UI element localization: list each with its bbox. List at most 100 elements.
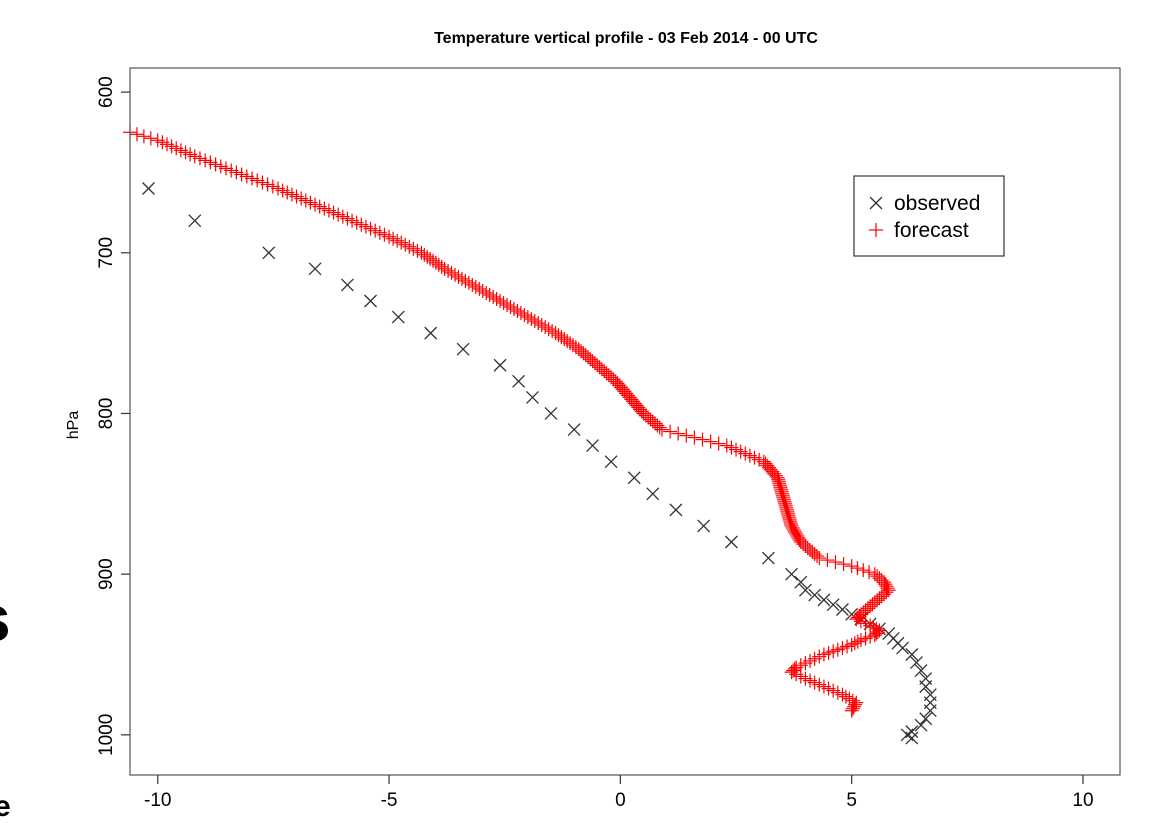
forecast-point [767,466,782,481]
forecast-point [565,338,580,353]
legend-observed-marker [869,196,883,210]
forecast-point [850,561,865,576]
observed-point [826,598,840,612]
observed-point [724,535,738,549]
legend-box [853,175,1005,257]
forecast-point [847,636,862,651]
forecast-point [828,555,843,570]
observed-point [919,712,933,726]
observed-point [493,358,507,372]
forecast-point [849,695,864,710]
forecast-point [441,263,456,278]
forecast-point [877,575,892,590]
chart-title: Temperature vertical profile - 03 Feb 20… [434,30,818,47]
plot-frame [129,67,1121,776]
forecast-point [551,328,566,343]
observed-point [646,487,660,501]
observed-point [909,656,923,669]
forecast-point [500,298,515,313]
forecast-point [634,404,649,419]
cropped-edge-glyph-left: s [0,585,11,651]
forecast-point [447,267,462,282]
forecast-point [846,699,861,714]
observed-point [919,680,933,694]
forecast-point [527,314,542,329]
forecast-point [410,243,425,258]
forecast-point [538,320,553,335]
forecast-point [398,237,413,252]
forecast-point [136,129,151,144]
forecast-point [431,257,446,272]
observed-point [364,294,378,308]
forecast-point [390,233,405,248]
observed-point [308,262,322,276]
forecast-point [869,626,884,641]
forecast-point [517,308,532,323]
forecast-point [835,687,850,702]
forecast-point [486,289,501,304]
forecast-point [489,291,504,306]
observed-point [905,731,919,745]
forecast-point [844,703,859,718]
observed-point [669,503,683,517]
forecast-point [703,434,718,449]
forecast-point [493,293,508,308]
forecast-point [788,524,803,539]
forecast-point [472,281,487,296]
forecast-point [663,424,678,439]
forecast-point [394,235,409,250]
forecast-point [880,581,895,596]
forecast-point [671,426,686,441]
forecast-point [786,522,801,537]
legend-forecast-label: forecast [894,219,969,242]
forecast-point [510,304,525,319]
forecast-point [563,336,578,351]
forecast-point [711,436,726,451]
forecast-point [406,241,421,256]
observed-point [262,246,276,260]
forecast-point [845,701,860,716]
observed-point [785,567,799,581]
forecast-point [129,127,144,142]
plot-area [123,125,937,745]
observed-point [914,718,928,732]
forecast-point [870,624,885,639]
forecast-point [458,273,473,288]
forecast-point [809,549,824,564]
observed-point [817,593,831,607]
axes: -10 -5 0 5 10 600 700 800 900 1000 [96,67,1121,811]
observed-point [761,551,775,565]
observed-point [794,575,808,589]
x-tick-label: 10 [1072,790,1093,811]
forecast-point [475,283,490,298]
forecast-point [423,251,438,266]
forecast-point [836,557,851,572]
forecast-point [482,287,497,302]
forecast-point [787,661,802,676]
forecast-point [652,420,667,435]
forecast-point [386,231,401,246]
forecast-point [844,559,859,574]
forecast-point [655,422,670,437]
observed-point [188,214,202,228]
observed-point [627,471,641,485]
forecast-point [812,551,827,566]
y-tick-label: 900 [96,558,117,590]
forecast-point [695,432,710,447]
forecast-point [420,249,435,264]
forecast-point [468,279,483,294]
forecast-point [768,468,783,483]
forecast-point [479,285,494,300]
forecast-point [878,577,893,592]
forecast-point [557,332,572,347]
forecast-point [437,261,452,276]
observed-point [512,374,526,388]
observed-point [905,648,919,661]
forecast-point [534,318,549,333]
forecast-point [444,265,459,280]
x-tick-label: -5 [381,790,398,811]
x-tick-label: -10 [144,790,171,811]
forecast-point [402,239,417,254]
forecast-point [560,334,575,349]
observed-point [391,310,405,324]
